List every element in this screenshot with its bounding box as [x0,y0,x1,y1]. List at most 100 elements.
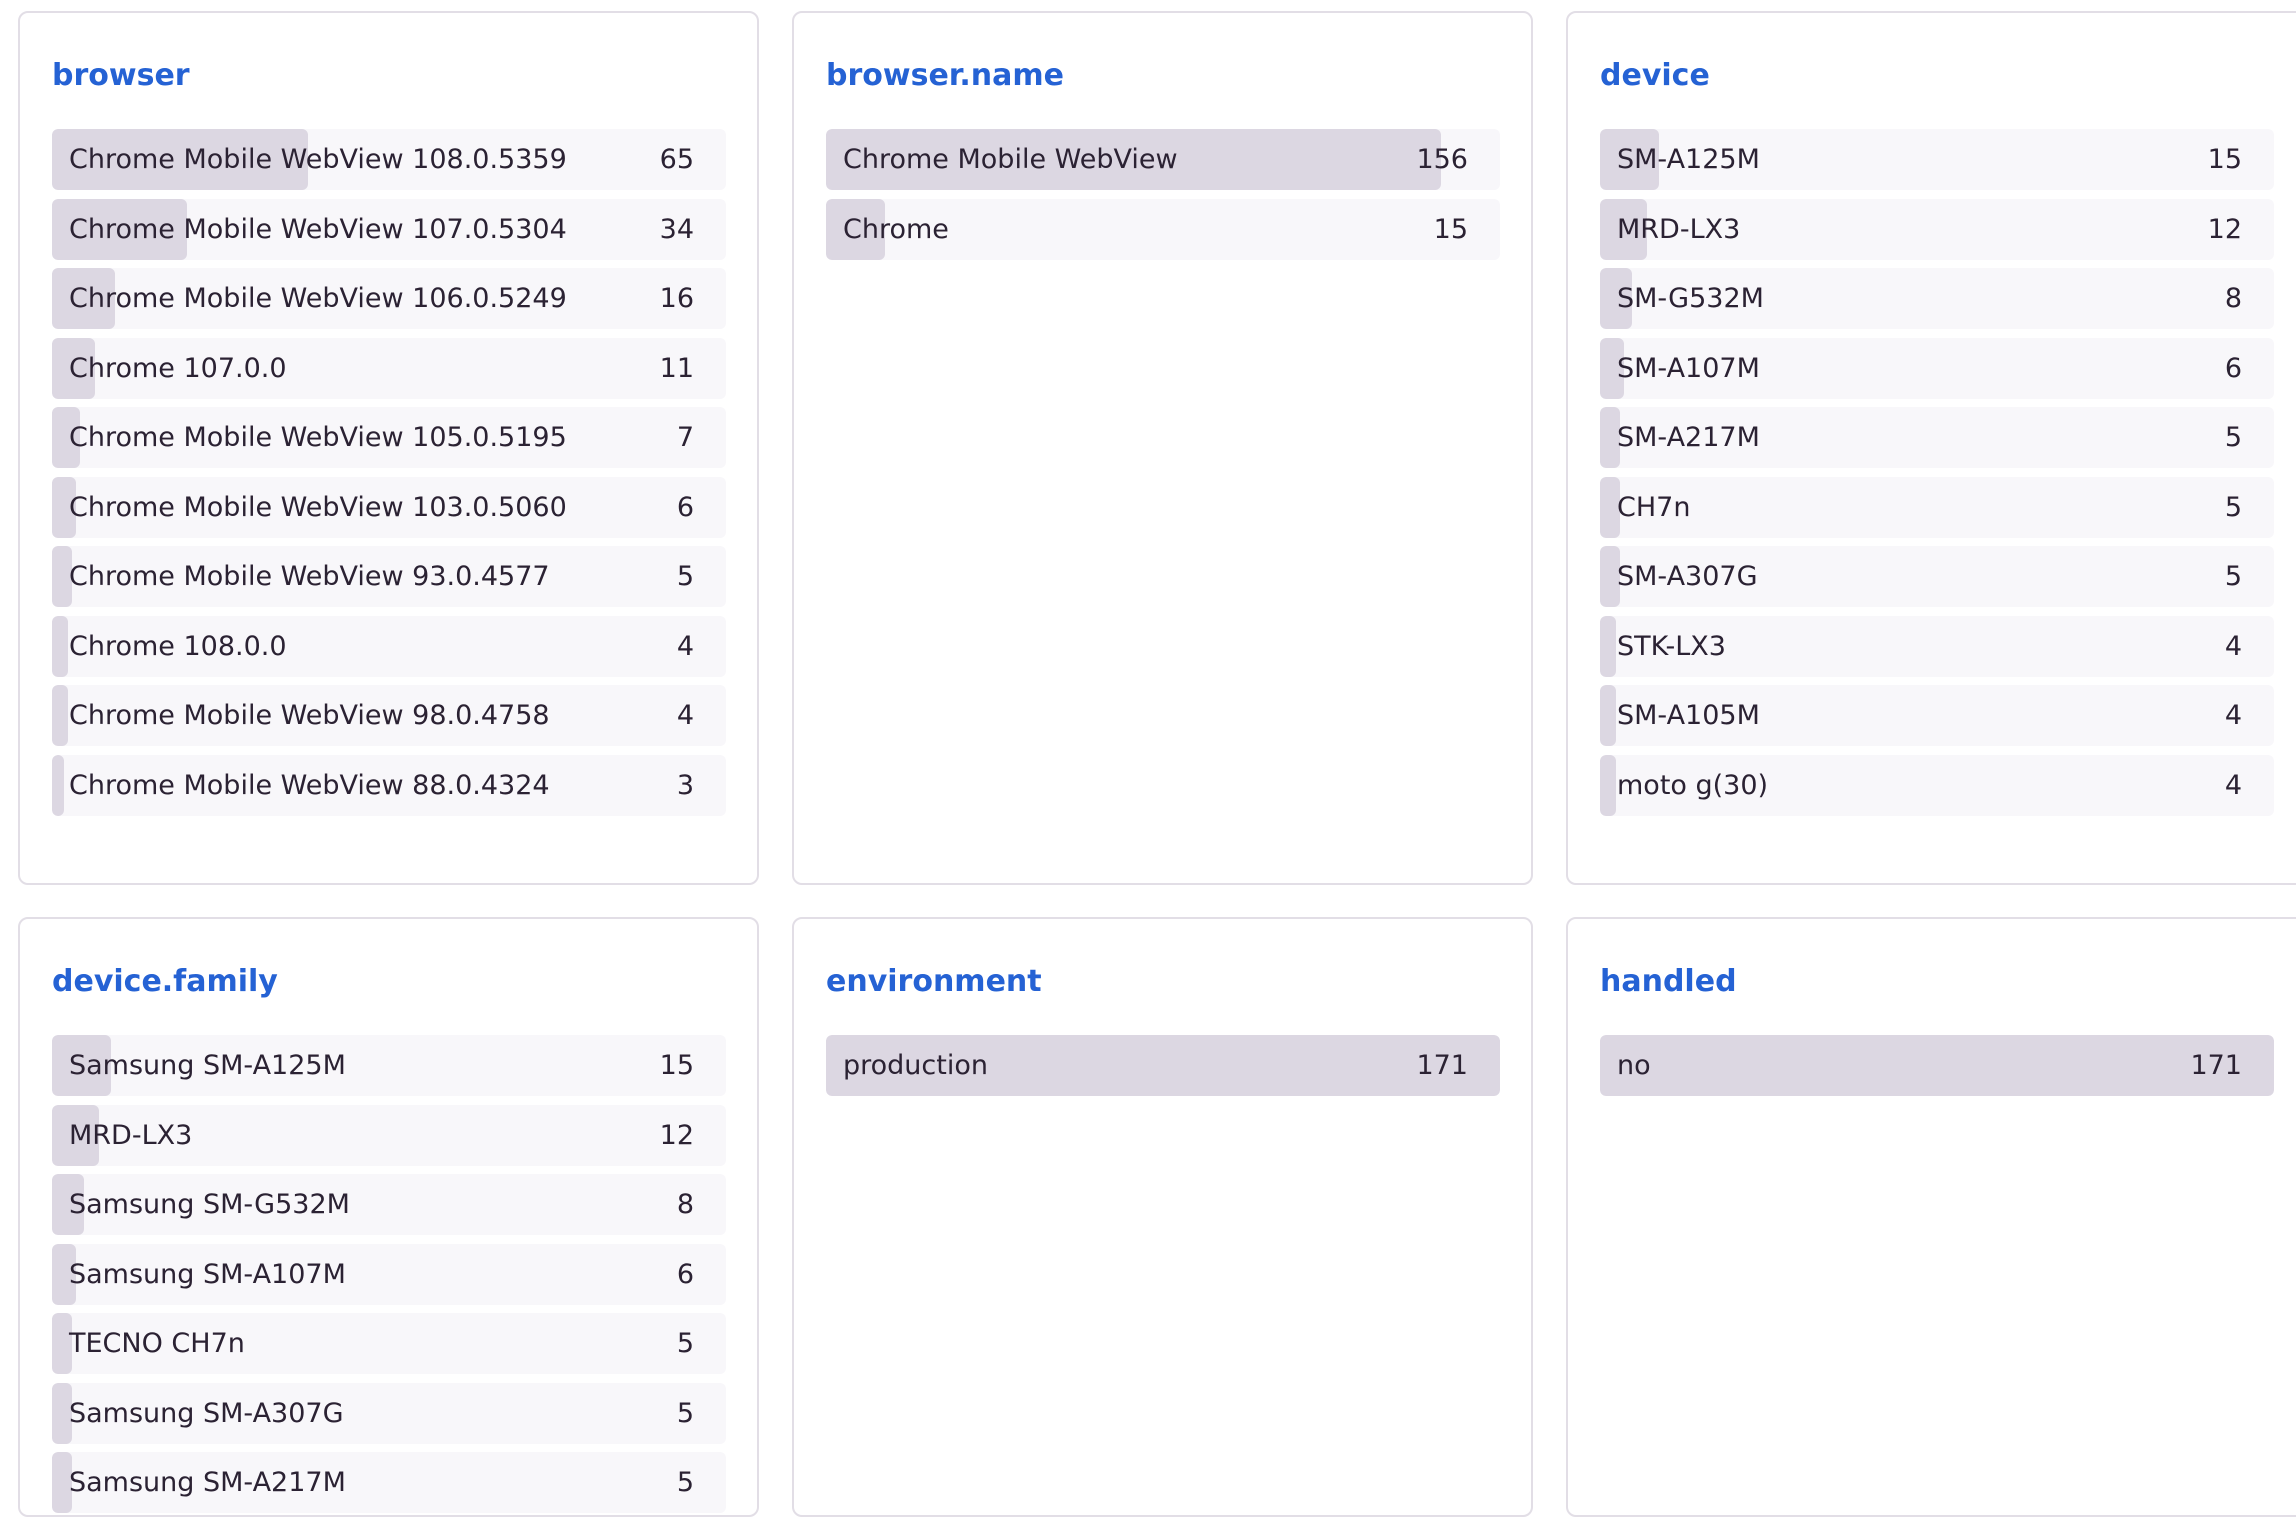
tag-value-row[interactable]: Chrome Mobile WebView 106.0.5249 16 [52,268,726,329]
tag-value-row[interactable]: STK-LX3 4 [1600,615,2274,677]
tag-card-environment: environment production 171 [792,917,1533,1517]
tag-value-row[interactable]: Chrome Mobile WebView 98.0.4758 4 [52,685,726,746]
tag-value-row[interactable]: SM-A217M 5 [1600,407,2274,468]
tag-value-bar [52,476,76,538]
tag-value-list: Chrome Mobile WebView 156 Chrome 15 [826,129,1500,268]
tag-value-bar [52,198,187,260]
tag-value-count: 4 [676,630,694,662]
tag-value-bar [52,1313,72,1374]
tag-value-count: 15 [2207,144,2242,175]
tag-value-bar [52,1174,84,1235]
tag-value-count: 4 [676,700,694,731]
tag-value-row[interactable]: Chrome Mobile WebView 103.0.5060 6 [52,476,726,538]
tag-value-label: no [1617,1050,1651,1081]
tag-value-count: 171 [2190,1050,2242,1081]
tag-value-count: 171 [1416,1050,1468,1081]
tag-value-count: 4 [2224,769,2242,801]
tag-value-count: 15 [659,1050,694,1081]
tag-value-count: 5 [2224,422,2242,453]
tag-value-count: 16 [659,283,694,314]
tag-value-list: Chrome Mobile WebView 108.0.5359 65 Chrome… [52,129,726,824]
tag-value-row[interactable]: SM-A107M 6 [1600,337,2274,399]
tag-value-row[interactable]: TECNO CH7n 5 [52,1313,726,1374]
tag-value-row[interactable]: Chrome Mobile WebView 88.0.4324 3 [52,754,726,816]
tag-value-row[interactable]: Chrome Mobile WebView 107.0.5304 34 [52,198,726,260]
tag-value-count: 156 [1416,144,1468,175]
tag-value-count: 5 [676,1397,694,1429]
tag-value-row[interactable]: Chrome 15 [826,198,1500,260]
tag-value-label: STK-LX3 [1617,630,1726,662]
tag-value-row[interactable]: Samsung SM-A307G 5 [52,1382,726,1444]
tag-value-count: 3 [676,769,694,801]
tag-value-row[interactable]: SM-A105M 4 [1600,685,2274,746]
tag-card-browser: browser Chrome Mobile WebView 108.0.5359… [18,11,759,885]
tag-value-label: MRD-LX3 [1617,213,1741,245]
tag-value-label: SM-A125M [1617,144,1760,175]
tag-value-label: moto g(30) [1617,769,1769,801]
tag-value-count: 15 [1433,213,1468,245]
tag-value-bar [52,1104,100,1166]
tag-value-label: TECNO CH7n [69,1328,245,1359]
tag-value-row[interactable]: Chrome Mobile WebView 108.0.5359 65 [52,129,726,190]
tag-value-bar [1600,476,1620,538]
tag-value-row[interactable]: MRD-LX3 12 [1600,198,2274,260]
tag-distribution-grid: browser Chrome Mobile WebView 108.0.5359… [18,11,2296,1517]
tag-card-device-family: device.family Samsung SM-A125M 15 MRD-LX3 1… [18,917,759,1517]
tag-value-row[interactable]: CH7n 5 [1600,476,2274,538]
tag-value-row[interactable]: Samsung SM-A125M 15 [52,1035,726,1096]
tag-value-count: 4 [2224,630,2242,662]
tag-value-row[interactable]: Samsung SM-G532M 8 [52,1174,726,1235]
card-title[interactable]: device.family [52,964,278,999]
tag-value-row[interactable]: Samsung SM-A107M 6 [52,1243,726,1305]
tag-value-row[interactable]: Samsung SM-A217M 5 [52,1452,726,1513]
tag-value-row[interactable]: SM-A125M 15 [1600,129,2274,190]
tag-value-count: 34 [659,213,694,245]
tag-value-bar [52,1035,112,1096]
tag-value-row[interactable]: moto g(30) 4 [1600,754,2274,816]
tag-value-row[interactable]: SM-G532M 8 [1600,268,2274,329]
card-title[interactable]: browser.name [826,58,1064,93]
tag-value-label: Chrome Mobile WebView 88.0.4324 [69,769,550,801]
tag-value-row[interactable]: Chrome Mobile WebView 93.0.4577 5 [52,546,726,607]
card-title[interactable]: handled [1600,964,1737,999]
tag-value-label: SM-G532M [1617,283,1764,314]
tag-value-count: 5 [2224,491,2242,523]
tag-value-bar [1600,685,1616,746]
tag-value-bar [52,685,68,746]
tag-value-bar [1600,268,1632,329]
tag-value-list: no 171 [1600,1035,2274,1105]
tag-value-count: 65 [659,144,694,175]
tag-value-row[interactable]: SM-A307G 5 [1600,546,2274,607]
tag-value-row[interactable]: MRD-LX3 12 [52,1104,726,1166]
tag-value-row[interactable]: Chrome Mobile WebView 105.0.5195 7 [52,407,726,468]
tag-value-row[interactable]: no 171 [1600,1035,2274,1096]
card-title[interactable]: browser [52,58,190,93]
tag-value-count: 12 [659,1119,694,1151]
tag-value-bar [1600,337,1624,399]
tag-value-label: production [843,1050,988,1081]
tag-value-label: Chrome Mobile WebView 107.0.5304 [69,213,567,245]
tag-value-count: 6 [2224,352,2242,384]
tag-value-bar [1600,615,1616,677]
tag-value-label: Samsung SM-A217M [69,1467,346,1498]
tag-value-label: SM-A105M [1617,700,1760,731]
tag-value-label: Samsung SM-G532M [69,1189,350,1220]
tag-card-handled: handled no 171 [1566,917,2296,1517]
tag-value-count: 5 [2224,561,2242,592]
tag-value-bar [52,615,68,677]
tag-value-label: Chrome Mobile WebView [843,144,1178,175]
tag-value-row[interactable]: Chrome 107.0.0 11 [52,337,726,399]
card-title[interactable]: device [1600,58,1710,93]
tag-value-row[interactable]: production 171 [826,1035,1500,1096]
tag-value-list: production 171 [826,1035,1500,1105]
tag-value-label: Chrome 108.0.0 [69,630,287,662]
tag-value-label: Chrome Mobile WebView 106.0.5249 [69,283,567,314]
tag-value-bar [1600,198,1648,260]
tag-value-row[interactable]: Chrome Mobile WebView 156 [826,129,1500,190]
tag-value-bar [1600,129,1660,190]
tag-value-bar [1600,1035,2274,1096]
tag-value-row[interactable]: Chrome 108.0.0 4 [52,615,726,677]
card-title[interactable]: environment [826,964,1042,999]
tag-value-count: 5 [676,1467,694,1498]
tag-value-count: 8 [2224,283,2242,314]
